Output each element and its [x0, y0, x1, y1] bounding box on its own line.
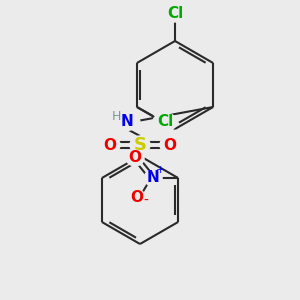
Ellipse shape	[163, 4, 187, 22]
Text: N: N	[121, 115, 134, 130]
Text: -: -	[144, 194, 148, 208]
Text: N: N	[147, 170, 160, 185]
Text: H: H	[111, 110, 121, 124]
Ellipse shape	[128, 190, 146, 206]
Text: O: O	[130, 190, 144, 206]
Ellipse shape	[104, 113, 140, 131]
Text: +: +	[155, 165, 165, 175]
Text: O: O	[164, 137, 176, 152]
Text: S: S	[134, 136, 146, 154]
Ellipse shape	[130, 136, 150, 154]
Ellipse shape	[153, 113, 177, 131]
Text: O: O	[103, 137, 116, 152]
Ellipse shape	[100, 136, 120, 154]
Text: O: O	[129, 151, 142, 166]
Text: Cl: Cl	[157, 115, 173, 130]
Text: Cl: Cl	[167, 5, 183, 20]
Ellipse shape	[160, 136, 180, 154]
Ellipse shape	[126, 150, 144, 166]
Ellipse shape	[144, 170, 162, 186]
